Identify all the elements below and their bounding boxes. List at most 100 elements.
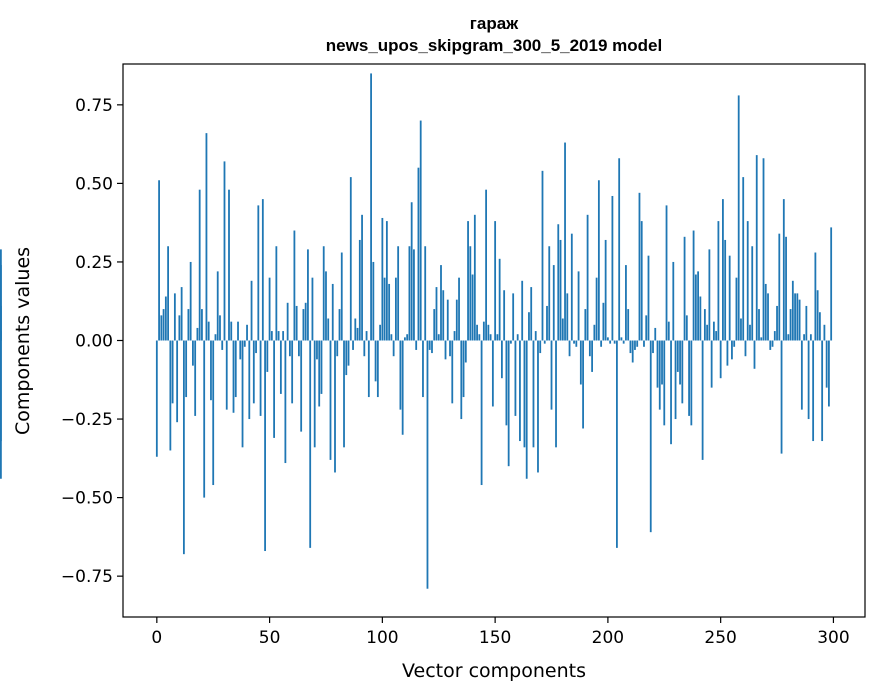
bar bbox=[555, 340, 557, 448]
y-tick-label: 0.25 bbox=[75, 253, 113, 273]
bar bbox=[494, 221, 497, 341]
bar bbox=[309, 340, 312, 548]
bar bbox=[654, 327, 657, 341]
bar bbox=[422, 340, 424, 398]
bar bbox=[697, 271, 699, 341]
bar bbox=[491, 340, 494, 407]
bar bbox=[334, 340, 336, 473]
bar bbox=[616, 340, 618, 548]
bar bbox=[388, 283, 391, 341]
bar bbox=[358, 239, 361, 341]
bar bbox=[676, 340, 679, 372]
bar bbox=[223, 161, 226, 341]
bar bbox=[785, 236, 787, 341]
bar bbox=[719, 340, 722, 379]
bar bbox=[171, 340, 174, 404]
bar bbox=[239, 340, 242, 360]
bar bbox=[442, 290, 445, 341]
bar bbox=[176, 340, 179, 423]
bar bbox=[406, 334, 409, 341]
bar bbox=[180, 287, 183, 341]
bar bbox=[731, 340, 733, 360]
bar bbox=[575, 340, 578, 347]
bar bbox=[282, 331, 285, 341]
bar bbox=[688, 340, 690, 416]
bar bbox=[480, 340, 483, 486]
bar bbox=[546, 305, 548, 341]
bar bbox=[681, 340, 684, 404]
bar bbox=[629, 340, 632, 354]
bar bbox=[169, 340, 172, 451]
bar bbox=[417, 167, 420, 341]
bar bbox=[631, 340, 634, 363]
bar bbox=[791, 280, 794, 341]
bar bbox=[300, 340, 303, 432]
bar bbox=[625, 265, 627, 341]
bar bbox=[805, 305, 808, 341]
bar bbox=[586, 214, 589, 341]
bar bbox=[455, 299, 458, 341]
bar bbox=[753, 340, 756, 369]
bar bbox=[618, 158, 621, 341]
plot-area-frame bbox=[122, 63, 866, 618]
bar bbox=[182, 340, 185, 555]
bar bbox=[302, 309, 305, 341]
bar bbox=[809, 334, 812, 341]
bar bbox=[667, 321, 670, 341]
bar bbox=[383, 277, 386, 341]
bar bbox=[428, 340, 431, 350]
bar bbox=[404, 337, 406, 341]
bar bbox=[392, 340, 395, 357]
bar bbox=[210, 340, 212, 401]
bar bbox=[749, 324, 751, 341]
bar bbox=[363, 340, 366, 357]
bar bbox=[600, 340, 603, 347]
bar bbox=[776, 305, 778, 341]
bar bbox=[155, 340, 158, 457]
bar bbox=[638, 192, 641, 341]
bar bbox=[370, 73, 372, 341]
bar bbox=[751, 246, 754, 341]
bar bbox=[345, 340, 348, 376]
bars-group bbox=[0, 73, 833, 589]
bar bbox=[162, 309, 165, 341]
bar bbox=[261, 199, 264, 341]
bar bbox=[228, 189, 230, 341]
bar bbox=[627, 309, 630, 341]
bar bbox=[293, 230, 296, 341]
bar bbox=[803, 334, 805, 341]
bar bbox=[582, 340, 584, 429]
bar bbox=[331, 283, 334, 341]
bar bbox=[577, 271, 580, 341]
bar bbox=[255, 340, 257, 354]
bar bbox=[622, 340, 625, 344]
bar bbox=[394, 277, 397, 341]
bar bbox=[449, 340, 451, 357]
bar bbox=[602, 302, 605, 341]
bar bbox=[376, 340, 379, 398]
bar bbox=[514, 340, 517, 416]
y-tick-label: −0.25 bbox=[61, 410, 113, 430]
bar bbox=[437, 334, 440, 341]
y-tick-label: 0.75 bbox=[75, 96, 113, 116]
bar bbox=[609, 340, 612, 344]
chart-subtitle: news_upos_skipgram_300_5_2019 model bbox=[326, 36, 662, 55]
bar bbox=[277, 331, 280, 341]
bar bbox=[740, 318, 742, 341]
bar bbox=[460, 340, 463, 420]
bar bbox=[656, 340, 659, 388]
bar bbox=[733, 340, 736, 347]
bar bbox=[286, 302, 289, 341]
bar bbox=[591, 340, 593, 372]
bar bbox=[613, 340, 616, 344]
bar bbox=[399, 340, 402, 410]
bar bbox=[467, 221, 469, 341]
bar bbox=[496, 334, 499, 341]
bar bbox=[663, 340, 666, 426]
bar bbox=[636, 340, 639, 347]
bar bbox=[798, 299, 801, 341]
bar bbox=[307, 249, 309, 341]
bar bbox=[674, 340, 677, 420]
bar bbox=[241, 340, 244, 448]
